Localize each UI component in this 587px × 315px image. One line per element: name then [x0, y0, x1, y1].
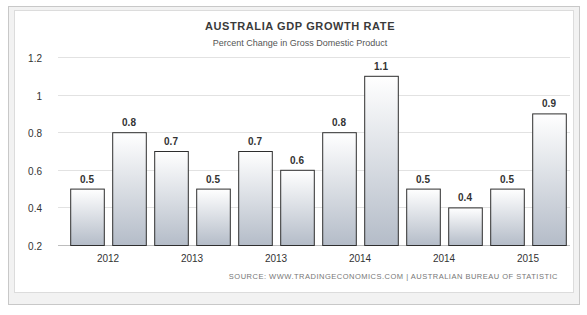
data-label: 0.8 [332, 117, 346, 128]
data-label: 0.5 [416, 174, 430, 185]
bar [533, 114, 567, 246]
data-label: 0.8 [122, 117, 136, 128]
y-tick-label: 1 [36, 91, 42, 102]
data-label: 0.9 [542, 98, 556, 109]
title: AUSTRALIA GDP GROWTH RATE [205, 20, 395, 32]
y-tick-label: 0.2 [28, 241, 42, 252]
outer-frame [9, 7, 580, 305]
bar [113, 133, 147, 246]
bar [407, 189, 441, 245]
bar [197, 189, 231, 245]
background [0, 0, 587, 315]
chart: AUSTRALIA GDP GROWTH RATE Percent Change … [0, 0, 587, 315]
grid-line [58, 95, 570, 96]
bar [281, 170, 315, 245]
inner-frame [15, 11, 574, 293]
x-tick-label: 2012 [97, 253, 120, 264]
source: SOURCE: WWW.TRADINGECONOMICS.COM | AUSTR… [229, 272, 558, 281]
x-tick-label: 2013 [265, 253, 288, 264]
x-tick-label: 2015 [517, 253, 540, 264]
bar [155, 152, 189, 246]
data-label: 0.5 [206, 174, 220, 185]
x-tick-label: 2014 [433, 253, 456, 264]
data-label: 0.5 [80, 174, 94, 185]
x-tick-label: 2013 [181, 253, 204, 264]
bar [449, 208, 483, 246]
plot-top-line [58, 57, 570, 58]
data-label: 0.4 [458, 192, 472, 203]
bar [491, 189, 525, 245]
grid-line [58, 57, 570, 58]
data-label: 1.1 [374, 61, 388, 72]
bars [71, 76, 567, 245]
data-label: 0.7 [164, 136, 178, 147]
bar [365, 76, 399, 245]
data-label: 0.5 [500, 174, 514, 185]
subtitle: Percent Change in Gross Domestic Product [213, 38, 388, 48]
y-tick-label: 0.6 [28, 166, 42, 177]
x-tick-label: 2014 [349, 253, 372, 264]
data-label: 0.6 [290, 155, 304, 166]
data-label: 0.7 [248, 136, 262, 147]
bar [71, 189, 105, 245]
bar [239, 152, 273, 246]
y-tick-label: 0.4 [28, 203, 42, 214]
bar [323, 133, 357, 246]
y-tick-label: 0.8 [28, 128, 42, 139]
y-tick-label: 1.2 [28, 53, 42, 64]
